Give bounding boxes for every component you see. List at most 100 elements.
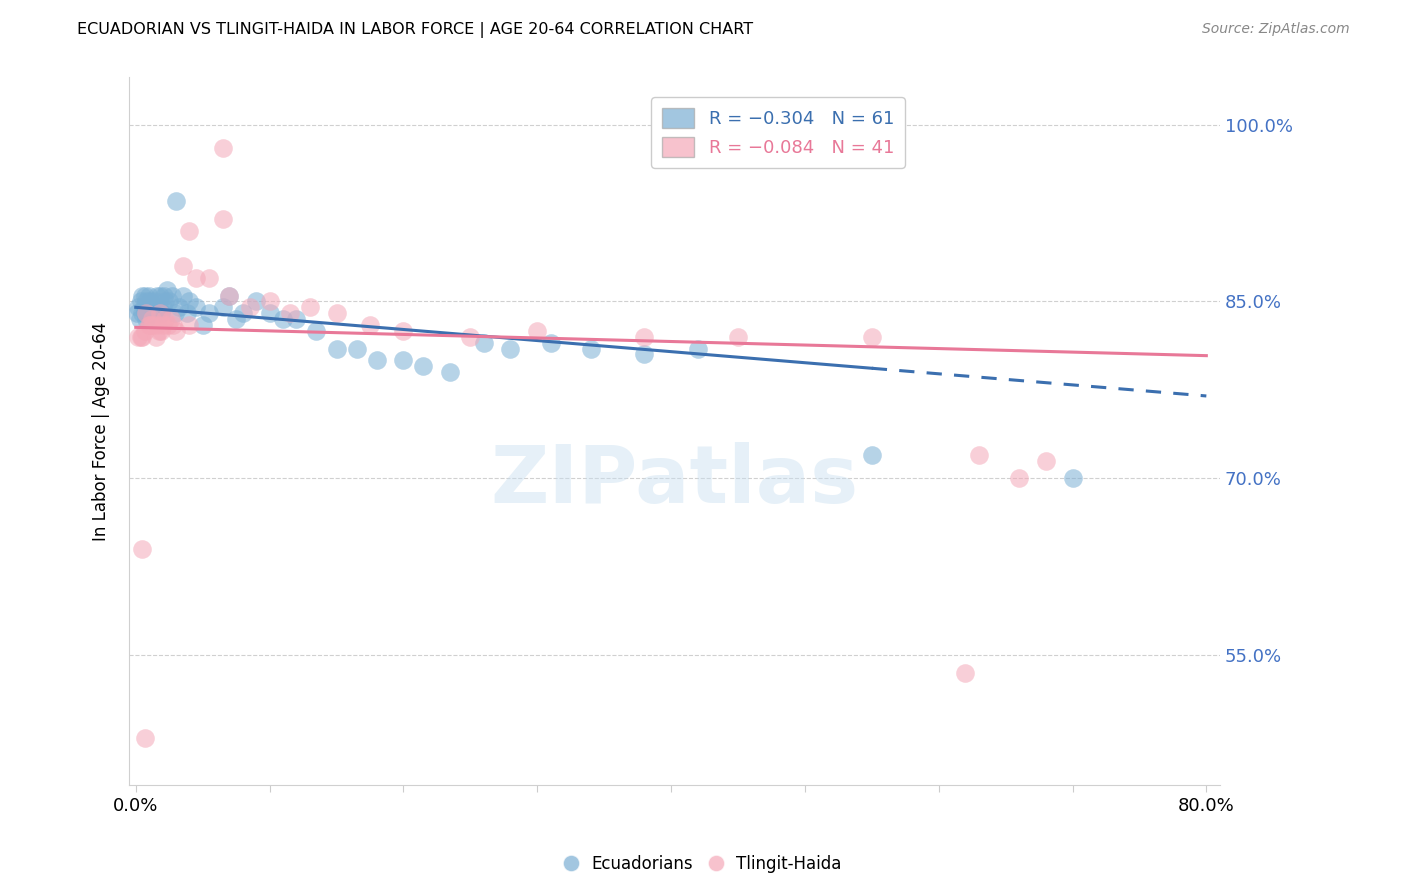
Point <box>225 312 247 326</box>
Text: ZIPatlas: ZIPatlas <box>491 442 859 520</box>
Point <box>139 318 162 332</box>
Point <box>633 330 655 344</box>
Point <box>148 301 170 315</box>
Point <box>245 294 267 309</box>
Point <box>211 301 233 315</box>
Point <box>131 306 153 320</box>
Point <box>141 312 163 326</box>
Point <box>155 283 177 297</box>
Point <box>150 324 173 338</box>
Point <box>163 306 186 320</box>
Legend: R = −0.304   N = 61, R = −0.084   N = 41: R = −0.304 N = 61, R = −0.084 N = 41 <box>651 97 905 168</box>
Point <box>139 294 162 309</box>
Point <box>278 306 301 320</box>
Point <box>145 330 167 344</box>
Point <box>1008 471 1031 485</box>
Text: Source: ZipAtlas.com: Source: ZipAtlas.com <box>1202 22 1350 37</box>
Point <box>346 342 368 356</box>
Point <box>727 330 749 344</box>
Text: ECUADORIAN VS TLINGIT-HAIDA IN LABOR FORCE | AGE 20-64 CORRELATION CHART: ECUADORIAN VS TLINGIT-HAIDA IN LABOR FOR… <box>77 22 754 38</box>
Point <box>392 353 415 368</box>
Point <box>392 324 415 338</box>
Point <box>142 306 165 320</box>
Point <box>412 359 434 374</box>
Point <box>129 330 152 344</box>
Point <box>127 330 149 344</box>
Point <box>259 294 281 309</box>
Point <box>138 306 160 320</box>
Point <box>131 330 153 344</box>
Point <box>128 312 150 326</box>
Point <box>145 306 167 320</box>
Point <box>179 224 201 238</box>
Point <box>138 288 160 302</box>
Point <box>165 194 187 209</box>
Point <box>218 288 240 302</box>
Point <box>259 306 281 320</box>
Point <box>129 294 152 309</box>
Point <box>134 731 156 745</box>
Point <box>139 306 162 320</box>
Point <box>298 301 321 315</box>
Point <box>540 335 562 350</box>
Point <box>155 312 177 326</box>
Point <box>439 365 461 379</box>
Point <box>131 288 153 302</box>
Point <box>271 312 294 326</box>
Point <box>238 301 260 315</box>
Point <box>1035 453 1057 467</box>
Point <box>499 342 522 356</box>
Point <box>967 448 990 462</box>
Point <box>325 306 347 320</box>
Point <box>179 294 201 309</box>
Point <box>127 301 149 315</box>
Point <box>127 306 149 320</box>
Point <box>305 324 328 338</box>
Point <box>156 318 179 332</box>
Point <box>159 312 181 326</box>
Point <box>150 306 173 320</box>
Point <box>165 324 187 338</box>
Point <box>860 448 883 462</box>
Point <box>146 318 169 332</box>
Point <box>167 301 190 315</box>
Point <box>526 324 548 338</box>
Point <box>134 288 156 302</box>
Point <box>860 330 883 344</box>
Point <box>157 294 180 309</box>
Y-axis label: In Labor Force | Age 20-64: In Labor Force | Age 20-64 <box>93 321 110 541</box>
Point <box>579 342 602 356</box>
Point <box>135 312 157 326</box>
Point <box>143 294 166 309</box>
Point <box>135 306 157 320</box>
Point <box>153 288 176 302</box>
Point <box>285 312 308 326</box>
Point <box>160 288 183 302</box>
Point <box>1062 471 1084 485</box>
Point <box>232 306 254 320</box>
Point <box>325 342 347 356</box>
Point <box>179 318 201 332</box>
Point <box>184 270 207 285</box>
Point <box>132 301 155 315</box>
Point <box>131 541 153 556</box>
Point <box>184 301 207 315</box>
Point <box>136 301 159 315</box>
Point <box>198 270 221 285</box>
Point <box>633 347 655 361</box>
Point <box>211 141 233 155</box>
Point <box>460 330 482 344</box>
Point <box>152 318 174 332</box>
Point <box>135 294 157 309</box>
Legend: Ecuadorians, Tlingit-Haida: Ecuadorians, Tlingit-Haida <box>558 848 848 880</box>
Point <box>149 288 172 302</box>
Point <box>172 288 194 302</box>
Point <box>172 259 194 273</box>
Point <box>218 288 240 302</box>
Point <box>191 318 214 332</box>
Point <box>141 301 163 315</box>
Point <box>148 324 170 338</box>
Point <box>162 318 184 332</box>
Point <box>146 288 169 302</box>
Point <box>472 335 495 350</box>
